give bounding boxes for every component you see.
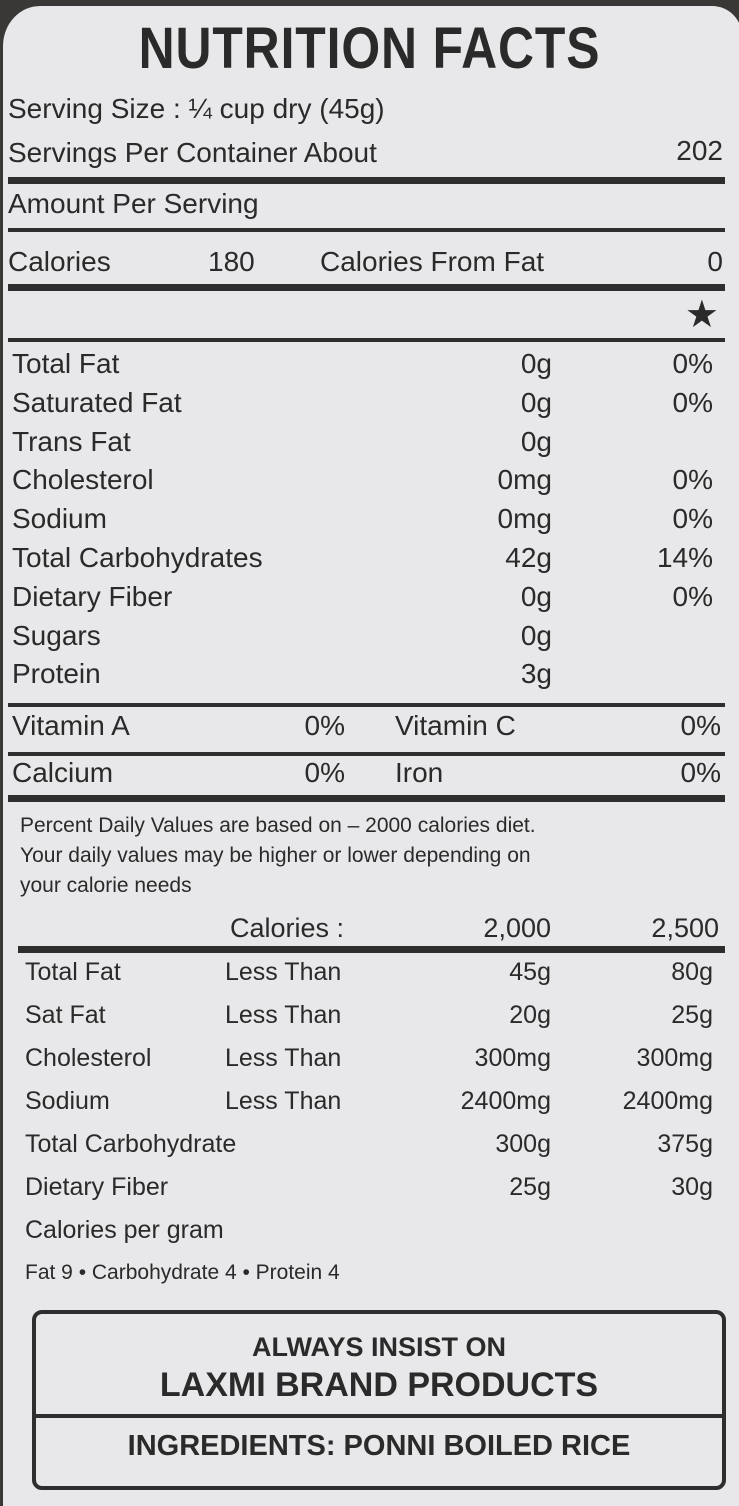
vitamin-value: 0% (680, 757, 721, 788)
per-gram-values: Fat 9 • Carbohydrate 4 • Protein 4 (25, 1261, 340, 1284)
brand-line-1: ALWAYS INSIST ON (251, 1332, 507, 1362)
divider (8, 177, 725, 184)
vitamin-name: Vitamin A (12, 710, 130, 741)
nutrient-amount: 0g (520, 580, 552, 612)
nutrient-name: Cholesterol (12, 464, 154, 496)
nutrient-name: Sugars (12, 619, 101, 651)
nutrient-amount: 0mg (497, 503, 552, 535)
nutrient-daily-value: 0% (672, 386, 713, 418)
dv-row-2500: 300mg (636, 1044, 713, 1072)
nutrient-amount: 0g (520, 386, 552, 418)
servings-per-container-value: 202 (676, 135, 723, 166)
footnote-line: your calorie needs (20, 874, 192, 897)
nutrient-name: Dietary Fiber (12, 580, 173, 612)
footnote-line: Your daily values may be higher or lower… (20, 844, 531, 867)
star-icon: ★ (684, 294, 719, 336)
dv-row-qualifier: Less Than (225, 1001, 342, 1029)
nutrient-daily-value: 0% (672, 503, 713, 535)
divider (8, 228, 725, 232)
dv-row-name: Total Carbohydrate (25, 1130, 237, 1158)
nutrient-daily-value: 0% (672, 580, 713, 612)
nutrient-name: Total Fat (12, 348, 120, 379)
serving-size: Serving Size : ¼ cup dry (45g) (8, 93, 385, 124)
divider (8, 795, 725, 802)
ingredients: INGREDIENTS: PONNI BOILED RICE (127, 1430, 631, 1462)
nutrient-amount: 42g (505, 542, 552, 573)
nutrient-name: Sodium (12, 503, 107, 535)
nutrient-amount: 3g (520, 658, 552, 690)
dv-row-2000: 45g (509, 958, 551, 986)
calories-value: 180 (208, 246, 255, 277)
nutrient-name: Total Carbohydrates (12, 542, 263, 573)
divider (18, 946, 725, 953)
vitamin-name: Calcium (12, 757, 114, 788)
calories-from-fat-label: Calories From Fat (320, 246, 545, 277)
dv-row-2000: 2400mg (460, 1087, 551, 1115)
dv-row-2000: 300mg (474, 1044, 551, 1072)
dv-row-2500: 375g (657, 1130, 713, 1158)
brand-box: ALWAYS INSIST ON LAXMI BRAND PRODUCTS IN… (32, 1310, 726, 1490)
footnote-line: Percent Daily Values are based on – 2000… (20, 814, 536, 837)
nutrient-daily-value: 0% (672, 348, 713, 379)
dv-row-2500: 25g (671, 1001, 713, 1029)
nutrient-amount: 0g (520, 425, 552, 457)
calories-label: Calories (8, 246, 111, 277)
divider (8, 284, 725, 291)
nutrient-name: Saturated Fat (12, 386, 182, 418)
nutrient-amount: 0g (520, 348, 552, 379)
dv-row-2000: 20g (509, 1001, 551, 1029)
divider (8, 752, 725, 756)
nutrient-daily-value: 0% (672, 464, 713, 496)
vitamin-value: 0% (304, 710, 345, 741)
dv-row-2000: 25g (509, 1173, 551, 1201)
dv-row-name: Sodium (25, 1087, 110, 1115)
dv-row-name: Dietary Fiber (25, 1173, 169, 1201)
nutrient-amount: 0mg (497, 464, 552, 496)
dv-row-qualifier: Less Than (225, 1087, 342, 1115)
nutrition-label (0, 6, 739, 1506)
nutrient-amount: 0g (520, 619, 552, 651)
divider (36, 1414, 722, 1418)
nutrient-name: Trans Fat (12, 425, 131, 457)
dv-row-name: Total Fat (25, 958, 121, 986)
vitamin-name: Vitamin C (395, 710, 516, 741)
dv-header-2500: 2,500 (651, 913, 719, 943)
nutrient-name: Protein (12, 658, 101, 690)
dv-row-2500: 80g (671, 958, 713, 986)
brand-line-2: LAXMI BRAND PRODUCTS (159, 1366, 599, 1404)
servings-per-container-label: Servings Per Container About (8, 137, 377, 168)
dv-row-qualifier: Less Than (225, 1044, 342, 1072)
vitamin-value: 0% (680, 710, 721, 741)
dv-header-label: Calories : (230, 913, 345, 943)
vitamin-name: Iron (395, 757, 444, 788)
dv-row-name: Cholesterol (25, 1044, 152, 1072)
amount-per-serving: Amount Per Serving (8, 188, 259, 219)
divider (8, 338, 725, 342)
dv-row-2500: 2400mg (622, 1087, 713, 1115)
dv-row-2500: 30g (671, 1173, 713, 1201)
dv-row-2000: 300g (495, 1130, 551, 1158)
calories-from-fat-value: 0 (707, 246, 723, 277)
divider (8, 703, 725, 707)
dv-row-qualifier: Less Than (225, 958, 342, 986)
nutrient-daily-value: 14% (656, 542, 713, 573)
dv-row-name: Sat Fat (25, 1001, 106, 1029)
label-title: NUTRITION FACTS (138, 16, 601, 81)
calories-per-gram: Calories per gram (25, 1216, 224, 1244)
vitamin-value: 0% (304, 757, 345, 788)
dv-header-2000: 2,000 (483, 913, 551, 943)
